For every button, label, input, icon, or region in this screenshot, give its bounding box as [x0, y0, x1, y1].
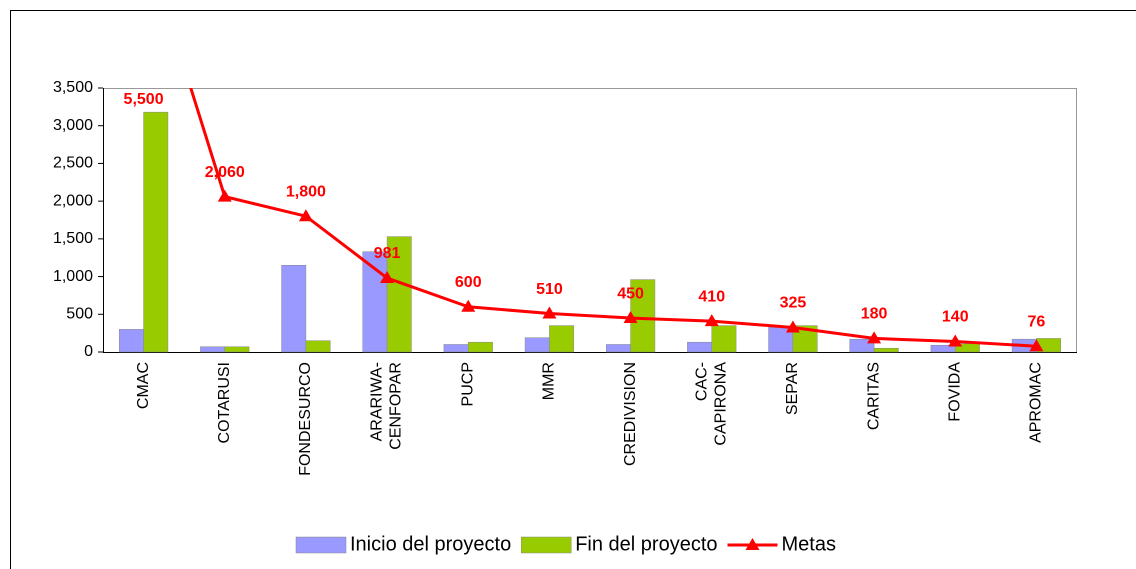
y-tick-label: 2,500	[53, 155, 93, 172]
y-tick-label: 3,000	[53, 117, 93, 134]
legend-label: Fin del proyecto	[575, 533, 717, 555]
bar	[386, 236, 412, 353]
data-label: 1,800	[286, 183, 326, 200]
bar	[524, 337, 550, 353]
x-tick-label: FOVIDA	[946, 362, 963, 422]
bar	[143, 111, 169, 353]
y-tick-label: 500	[66, 306, 93, 323]
x-tick-label: CARITAS	[865, 362, 882, 430]
y-tick-label: 2,000	[53, 192, 93, 209]
y-tick-label: 1,500	[53, 230, 93, 247]
data-label: 981	[374, 245, 401, 262]
marker	[704, 314, 719, 327]
legend-marker	[745, 538, 760, 550]
legend-label: Metas	[782, 533, 836, 555]
y-tick-label: 1,000	[53, 268, 93, 285]
bar	[224, 346, 250, 353]
data-label: 510	[536, 281, 563, 298]
marker	[298, 209, 313, 222]
bar	[687, 341, 713, 353]
data-label: 2,060	[205, 164, 245, 181]
legend-swatch	[520, 536, 572, 554]
bar	[200, 346, 225, 353]
bar	[362, 251, 388, 353]
bar	[955, 343, 980, 353]
bar	[118, 329, 144, 353]
marker	[867, 331, 882, 344]
marker	[623, 311, 638, 324]
y-tick-label: 0	[84, 343, 93, 360]
marker	[380, 271, 395, 284]
x-tick-label: PUCP	[459, 362, 476, 406]
data-label: 180	[861, 306, 888, 323]
x-tick-label: CMAC	[135, 362, 152, 409]
x-tick-label: COTARUSI	[216, 362, 233, 443]
legend-label: Inicio del proyecto	[350, 533, 511, 555]
x-tick-label: APROMAC	[1028, 362, 1045, 443]
bar	[873, 347, 899, 353]
bar	[468, 341, 493, 353]
x-tick-label: ARARIWA- CENFOPAR	[369, 362, 405, 450]
y-tick-label: 3,500	[53, 79, 93, 96]
bar	[443, 344, 469, 353]
marker	[948, 334, 963, 347]
x-tick-label: CAC- CAPIRONA	[693, 362, 729, 446]
x-tick-label: FONDESURCO	[297, 362, 314, 476]
data-label: 5,500	[124, 91, 164, 108]
line-group	[189, 88, 1044, 352]
marker	[542, 306, 557, 319]
x-tick-label: MMR	[541, 362, 558, 400]
legend-swatch	[295, 536, 347, 554]
x-tick-label: CREDIVISION	[622, 362, 639, 466]
bar	[281, 265, 307, 353]
marker	[461, 299, 476, 312]
bar	[711, 325, 737, 353]
x-tick-label: SEPAR	[784, 362, 801, 415]
bar	[305, 340, 331, 353]
data-label: 600	[455, 274, 482, 291]
data-label: 140	[942, 309, 969, 326]
data-label: 325	[780, 295, 807, 312]
marker	[217, 189, 232, 202]
line	[189, 88, 1037, 348]
data-label: 410	[698, 288, 725, 305]
bar	[549, 325, 575, 353]
marker	[785, 320, 800, 333]
bar	[605, 344, 631, 353]
bar	[630, 279, 656, 353]
marker	[1029, 339, 1044, 352]
data-label: 76	[1028, 313, 1046, 330]
chart-frame	[10, 10, 1136, 569]
data-label: 450	[617, 285, 644, 302]
